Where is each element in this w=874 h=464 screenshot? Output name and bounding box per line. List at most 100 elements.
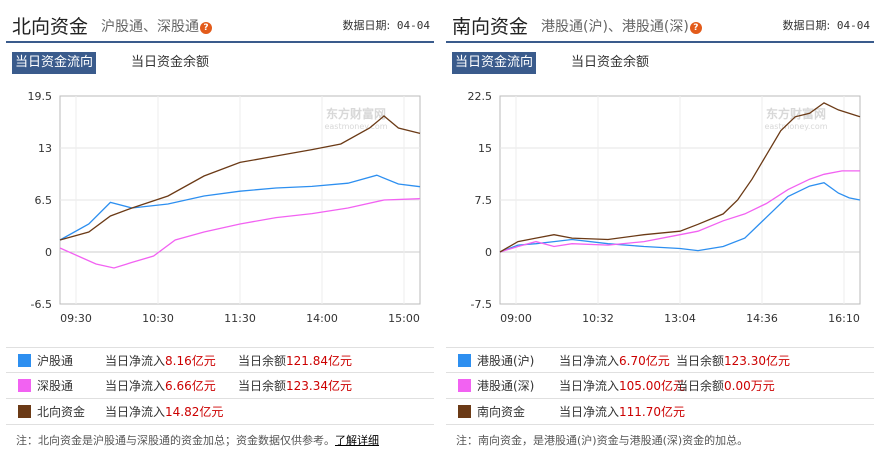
legend-swatch	[18, 354, 31, 367]
legend-row: 深股通 当日净流入6.66亿元 当日余额123.34亿元	[6, 373, 434, 399]
legend-balance-value: 123.30亿元	[724, 354, 791, 368]
tab-balance[interactable]: 当日资金余额	[571, 55, 650, 70]
legend-flow-value: 14.82亿元	[165, 405, 224, 419]
legend-balance-value: 121.84亿元	[286, 354, 353, 368]
north-subtitle-text: 沪股通、深股通	[101, 19, 199, 35]
north-date-label: 数据日期:	[342, 19, 391, 32]
series-line	[499, 102, 861, 253]
series-line	[59, 115, 421, 241]
help-icon[interactable]: ?	[689, 22, 702, 34]
legend-flow: 当日净流入105.00亿元	[559, 373, 685, 399]
legend-flow-label: 当日净流入	[105, 405, 166, 419]
north-subtitle: 沪股通、深股通?	[101, 16, 212, 36]
north-date-value: 04-04	[396, 19, 430, 32]
watermark-en: eastmoney.com	[764, 122, 827, 131]
y-tick-label: 22.5	[468, 90, 493, 103]
y-tick-label: 7.5	[475, 194, 493, 207]
x-tick-label: 16:10	[828, 312, 860, 325]
north-header: 北向资金 沪股通、深股通? 数据日期: 04-04	[6, 0, 434, 43]
legend-row: 沪股通 当日净流入8.16亿元 当日余额121.84亿元	[6, 347, 434, 373]
legend-name: 沪股通	[37, 354, 74, 368]
tab-balance[interactable]: 当日资金余额	[131, 55, 210, 70]
south-date: 数据日期: 04-04	[783, 17, 870, 33]
legend-name: 港股通(沪)	[477, 354, 535, 368]
legend-name: 港股通(深)	[477, 379, 535, 393]
legend-flow: 当日净流入14.82亿元	[105, 399, 223, 425]
legend-flow: 当日净流入111.70亿元	[559, 399, 685, 425]
legend-balance: 当日余额0.00万元	[676, 373, 775, 399]
legend-balance-label: 当日余额	[676, 354, 725, 368]
legend-balance: 当日余额123.34亿元	[238, 373, 352, 399]
south-title: 南向资金	[452, 16, 529, 38]
legend-swatch	[458, 379, 471, 392]
legend-balance-label: 当日余额	[676, 379, 725, 393]
legend-row: 北向资金 当日净流入14.82亿元	[6, 399, 434, 425]
south-chart: 22.5 15 7.5 0 -7.5 09:00 10:32 13:04 14:36 16:10 东…	[468, 90, 861, 325]
south-date-label: 数据日期:	[782, 19, 831, 32]
legend-row: 港股通(深) 当日净流入105.00亿元 当日余额0.00万元	[446, 373, 874, 399]
legend-flow: 当日净流入8.16亿元	[105, 348, 216, 374]
north-title: 北向资金	[12, 16, 89, 38]
series-line	[499, 181, 861, 253]
legend-balance: 当日余额123.30亿元	[676, 348, 790, 374]
legend-flow-label: 当日净流入	[105, 354, 166, 368]
legend-flow-label: 当日净流入	[559, 354, 620, 368]
legend-flow: 当日净流入6.70亿元	[559, 348, 670, 374]
legend-name: 南向资金	[477, 405, 526, 419]
legend-flow-value: 8.16亿元	[165, 354, 216, 368]
legend-balance-label: 当日余额	[238, 379, 287, 393]
y-tick-label: 13	[38, 142, 52, 155]
legend-swatch	[18, 405, 31, 418]
x-tick-label: 14:00	[306, 312, 338, 325]
legend-swatch	[458, 354, 471, 367]
legend-flow-label: 当日净流入	[105, 379, 166, 393]
learn-more-link[interactable]: 了解详细	[335, 434, 379, 447]
north-legend: 沪股通 当日净流入8.16亿元 当日余额121.84亿元 深股通 当日净流入6.…	[6, 347, 434, 425]
y-tick-label: 15	[478, 142, 492, 155]
watermark-cn: 东方财富网	[326, 106, 386, 121]
south-subtitle: 港股通(沪)、港股通(深)?	[541, 16, 702, 36]
north-note: 注：北向资金是沪股通与深股通的资金加总；资金数据仅供参考。了解详细	[16, 432, 379, 448]
x-tick-label: 10:32	[582, 312, 614, 325]
legend-flow-label: 当日净流入	[559, 379, 620, 393]
south-note-text: 注：南向资金，是港股通(沪)资金与港股通(深)资金的加总。	[456, 434, 749, 447]
legend-balance-label: 当日余额	[238, 354, 287, 368]
south-date-value: 04-04	[836, 19, 870, 32]
legend-flow-value: 105.00亿元	[619, 379, 686, 393]
x-tick-label: 10:30	[142, 312, 174, 325]
north-note-text: 注：北向资金是沪股通与深股通的资金加总；资金数据仅供参考。	[16, 434, 335, 447]
legend-row: 港股通(沪) 当日净流入6.70亿元 当日余额123.30亿元	[446, 347, 874, 373]
x-tick-label: 09:30	[60, 312, 92, 325]
legend-flow: 当日净流入6.66亿元	[105, 373, 216, 399]
legend-name: 深股通	[37, 379, 74, 393]
tab-flow[interactable]: 当日资金流向	[12, 52, 97, 74]
series-line	[59, 174, 421, 241]
y-tick-label: 0	[485, 246, 492, 259]
y-tick-label: 19.5	[28, 90, 53, 103]
legend-name: 北向资金	[37, 405, 86, 419]
legend-flow-value: 6.70亿元	[619, 354, 670, 368]
south-subtitle-text: 港股通(沪)、港股通(深)	[541, 19, 689, 35]
south-panel: 南向资金 港股通(沪)、港股通(深)? 数据日期: 04-04 当日资金流向 当…	[446, 0, 874, 464]
series-line	[499, 170, 860, 253]
south-legend: 港股通(沪) 当日净流入6.70亿元 当日余额123.30亿元 港股通(深) 当…	[446, 347, 874, 425]
tab-flow[interactable]: 当日资金流向	[452, 52, 537, 74]
legend-flow-value: 6.66亿元	[165, 379, 216, 393]
x-tick-label: 09:00	[500, 312, 532, 325]
legend-balance: 当日余额121.84亿元	[238, 348, 352, 374]
legend-balance-value: 123.34亿元	[286, 379, 353, 393]
north-chart: 19.5 13 6.5 0 -6.5 09:30 10:30 11:30 14:00 15:00 东…	[28, 90, 421, 325]
y-tick-label: 6.5	[35, 194, 53, 207]
legend-flow-value: 111.70亿元	[619, 405, 686, 419]
legend-row: 南向资金 当日净流入111.70亿元	[446, 399, 874, 425]
x-tick-label: 14:36	[746, 312, 778, 325]
north-panel: 北向资金 沪股通、深股通? 数据日期: 04-04 当日资金流向 当日资金余额 …	[6, 0, 434, 464]
watermark-cn: 东方财富网	[766, 106, 826, 121]
legend-swatch	[458, 405, 471, 418]
help-icon[interactable]: ?	[200, 22, 212, 34]
south-note: 注：南向资金，是港股通(沪)资金与港股通(深)资金的加总。	[456, 432, 748, 448]
x-tick-label: 11:30	[224, 312, 256, 325]
x-tick-label: 13:04	[664, 312, 696, 325]
series-line	[59, 198, 421, 269]
south-header: 南向资金 港股通(沪)、港股通(深)? 数据日期: 04-04	[446, 0, 874, 43]
